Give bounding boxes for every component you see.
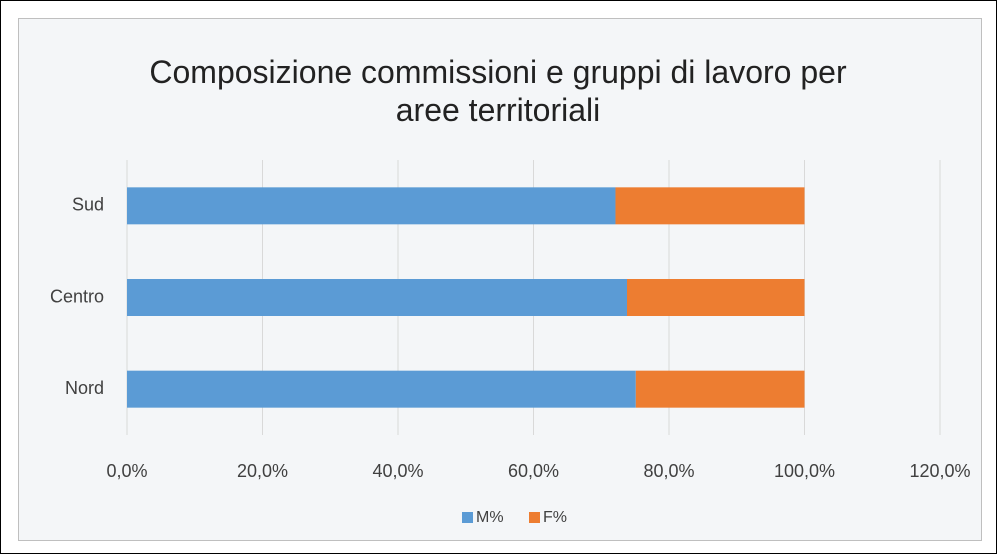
x-tick-label: 100,0% [774, 461, 835, 481]
x-tick-label: 0,0% [106, 461, 147, 481]
x-tick-label: 40,0% [372, 461, 423, 481]
x-tick-label: 80,0% [643, 461, 694, 481]
legend-label: M% [476, 509, 504, 526]
bar [127, 279, 627, 316]
chart-title: Composizione commissioni e gruppi di lav… [149, 54, 847, 128]
legend-swatch [529, 512, 540, 523]
bar [127, 370, 636, 408]
x-tick-label: 60,0% [508, 461, 559, 481]
y-tick-label: Nord [65, 378, 104, 398]
legend-swatch [462, 512, 473, 523]
bar [615, 187, 805, 225]
legend-label: F% [543, 509, 567, 526]
bar [127, 187, 616, 225]
y-tick-label: Centro [50, 286, 104, 306]
bar [626, 279, 805, 316]
bar [635, 370, 805, 408]
x-tick-label: 20,0% [237, 461, 288, 481]
y-tick-label: Sud [72, 195, 104, 215]
x-tick-label: 120,0% [909, 461, 970, 481]
